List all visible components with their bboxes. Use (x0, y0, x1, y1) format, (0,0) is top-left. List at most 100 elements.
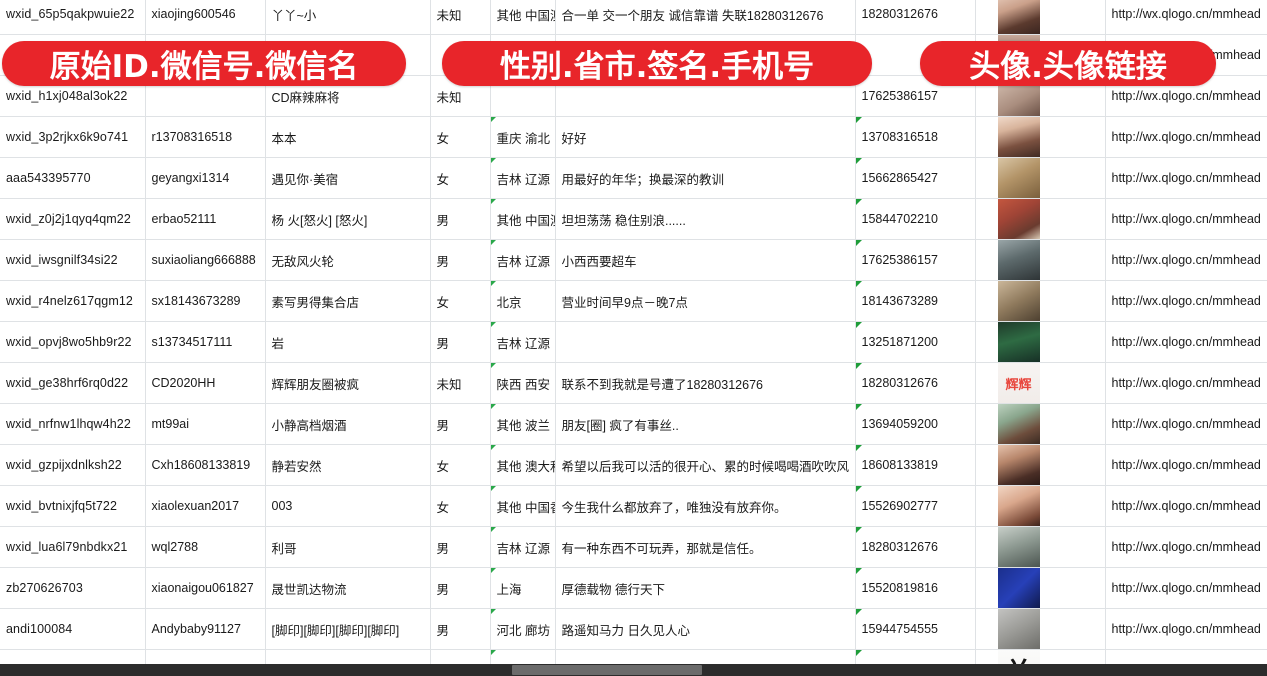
cell-avatar[interactable] (975, 608, 1106, 650)
cell-wechat-name[interactable]: 静若安然 (265, 444, 431, 486)
cell-phone[interactable]: 13708316518 (855, 116, 976, 158)
cell-avatar[interactable] (975, 403, 1106, 445)
cell-phone[interactable]: 15944754555 (855, 608, 976, 650)
cell-wechat-id[interactable]: xiaonaigou061827 (145, 567, 266, 609)
cell-wechat-name[interactable]: 无敌风火轮 (265, 239, 431, 281)
cell-gender[interactable]: 男 (430, 403, 491, 445)
cell-wechat-id[interactable]: mt99ai (145, 403, 266, 445)
table-row[interactable]: aaa543395770 geyangxi1314 遇见你·美宿女吉林 辽源 用最好的… (0, 157, 1267, 199)
cell-wechat-name[interactable]: 杨 火[怒火] [怒火] (265, 198, 431, 240)
cell-avatar[interactable] (975, 116, 1106, 158)
table-row[interactable]: wxid_nrfnw1lhqw4h22 mt99ai 小静高档烟酒男其他 波兰 朋友[… (0, 403, 1267, 445)
cell-avatar[interactable] (975, 157, 1106, 199)
cell-avatar-url[interactable]: http://wx.qlogo.cn/mmhead (1105, 157, 1267, 199)
cell-avatar-url[interactable]: http://wx.qlogo.cn/mmhead (1105, 321, 1267, 363)
horizontal-scrollbar[interactable] (0, 664, 1267, 676)
cell-avatar[interactable] (975, 280, 1106, 322)
cell-phone[interactable]: 15844702210 (855, 198, 976, 240)
cell-original-id[interactable]: wxid_iwsgnilf34si22 (0, 239, 146, 281)
cell-wechat-name[interactable]: 素写男得集合店 (265, 280, 431, 322)
cell-phone[interactable]: 15662865427 (855, 157, 976, 199)
cell-phone[interactable]: 13251871200 (855, 321, 976, 363)
cell-signature[interactable]: 合一单 交一个朋友 诚信靠谱 失联18280312676 (555, 0, 856, 35)
cell-avatar[interactable]: 辉辉 (975, 362, 1106, 404)
cell-wechat-name[interactable]: [脚印][脚印][脚印][脚印] (265, 608, 431, 650)
cell-wechat-name[interactable]: 丫丫~小 (265, 0, 431, 35)
cell-gender[interactable]: 未知 (430, 75, 491, 117)
cell-phone[interactable]: 18280312676 (855, 362, 976, 404)
cell-original-id[interactable]: wxid_opvj8wo5hb9r22 (0, 321, 146, 363)
cell-signature[interactable]: 有一种东西不可玩弄，那就是信任。 (555, 526, 856, 568)
cell-original-id[interactable]: wxid_lua6l79nbdkx21 (0, 526, 146, 568)
cell-signature[interactable]: 坦坦荡荡 稳住别浪...... (555, 198, 856, 240)
cell-original-id[interactable]: wxid_r4nelz617qgm12 (0, 280, 146, 322)
cell-gender[interactable]: 男 (430, 321, 491, 363)
cell-wechat-id[interactable]: erbao52111 (145, 198, 266, 240)
cell-avatar-url[interactable]: http://wx.qlogo.cn/mmhead (1105, 0, 1267, 35)
cell-avatar-url[interactable]: http://wx.qlogo.cn/mmhead (1105, 485, 1267, 527)
cell-gender[interactable]: 女 (430, 280, 491, 322)
cell-gender[interactable]: 女 (430, 444, 491, 486)
cell-signature[interactable]: 希望以后我可以活的很开心、累的时候喝喝酒吹吹风 (555, 444, 856, 486)
cell-original-id[interactable]: wxid_bvtnixjfq5t722 (0, 485, 146, 527)
cell-gender[interactable]: 未知 (430, 362, 491, 404)
cell-avatar-url[interactable]: http://wx.qlogo.cn/mmhead (1105, 567, 1267, 609)
cell-wechat-name[interactable]: 岩 (265, 321, 431, 363)
cell-region[interactable]: 上海 (490, 567, 556, 609)
cell-wechat-id[interactable]: s13734517111 (145, 321, 266, 363)
cell-avatar[interactable] (975, 239, 1106, 281)
horizontal-scrollbar-thumb[interactable] (512, 665, 702, 675)
cell-gender[interactable]: 女 (430, 116, 491, 158)
cell-gender[interactable]: 女 (430, 157, 491, 199)
cell-gender[interactable]: 男 (430, 198, 491, 240)
table-row[interactable]: wxid_opvj8wo5hb9r22 s13734517111 岩男吉林 辽源 13… (0, 321, 1267, 363)
table-row[interactable]: wxid_iwsgnilf34si22 suxiaoliang666888 无敌风火… (0, 239, 1267, 281)
cell-region[interactable]: 其他 中国澳门 (490, 0, 556, 35)
table-row[interactable]: wxid_r4nelz617qgm12 sx18143673289 素写男得集合店女… (0, 280, 1267, 322)
cell-signature[interactable]: 小西西要超车 (555, 239, 856, 281)
cell-phone[interactable]: 15526902777 (855, 485, 976, 527)
cell-gender[interactable]: 女 (430, 485, 491, 527)
cell-region[interactable]: 其他 澳大利亚 (490, 444, 556, 486)
cell-signature[interactable]: 营业时间早9点－晚7点 (555, 280, 856, 322)
cell-wechat-name[interactable]: 遇见你·美宿 (265, 157, 431, 199)
table-row[interactable]: wxid_bvtnixjfq5t722 xiaolexuan2017 003 女其他 … (0, 485, 1267, 527)
cell-signature[interactable]: 朋友[圈] 疯了有事丝.. (555, 403, 856, 445)
cell-original-id[interactable]: wxid_gzpijxdnlksh22 (0, 444, 146, 486)
cell-wechat-name[interactable]: 本本 (265, 116, 431, 158)
cell-avatar-url[interactable]: http://wx.qlogo.cn/mmhead (1105, 608, 1267, 650)
cell-region[interactable]: 吉林 辽源 (490, 526, 556, 568)
table-row[interactable]: zb270626703 xiaonaigou061827 晟世凯达物流男上海 厚德载物… (0, 567, 1267, 609)
cell-original-id[interactable]: wxid_nrfnw1lhqw4h22 (0, 403, 146, 445)
cell-phone[interactable]: 18143673289 (855, 280, 976, 322)
cell-phone[interactable]: 15520819816 (855, 567, 976, 609)
cell-phone[interactable]: 17625386157 (855, 239, 976, 281)
cell-wechat-id[interactable]: Cxh18608133819 (145, 444, 266, 486)
cell-avatar-url[interactable]: http://wx.qlogo.cn/mmhead (1105, 444, 1267, 486)
cell-region[interactable]: 北京 (490, 280, 556, 322)
cell-wechat-name[interactable]: 辉辉朋友圈被疯 (265, 362, 431, 404)
cell-phone[interactable]: 18280312676 (855, 0, 976, 35)
cell-gender[interactable]: 男 (430, 239, 491, 281)
cell-avatar-url[interactable]: http://wx.qlogo.cn/mmhead (1105, 280, 1267, 322)
cell-region[interactable]: 重庆 渝北 (490, 116, 556, 158)
table-row[interactable]: wxid_lua6l79nbdkx21 wql2788 利哥男吉林 辽源 有一种东西不… (0, 526, 1267, 568)
cell-phone[interactable]: 18608133819 (855, 444, 976, 486)
cell-avatar[interactable] (975, 567, 1106, 609)
cell-avatar-url[interactable]: http://wx.qlogo.cn/mmhead (1105, 116, 1267, 158)
table-row[interactable]: wxid_65p5qakpwuie22 xiaojing600546 丫丫~小 未知其… (0, 0, 1267, 35)
cell-avatar-url[interactable]: http://wx.qlogo.cn/mmhead (1105, 198, 1267, 240)
table-row[interactable]: wxid_gzpijxdnlksh22 Cxh18608133819 静若安然女其他… (0, 444, 1267, 486)
cell-avatar-url[interactable]: http://wx.qlogo.cn/mmhead (1105, 403, 1267, 445)
cell-signature[interactable]: 好好 (555, 116, 856, 158)
cell-original-id[interactable]: wxid_3p2rjkx6k9o741 (0, 116, 146, 158)
cell-original-id[interactable]: wxid_ge38hrf6rq0d22 (0, 362, 146, 404)
cell-gender[interactable]: 男 (430, 567, 491, 609)
cell-avatar-url[interactable]: http://wx.qlogo.cn/mmhead (1105, 526, 1267, 568)
cell-avatar[interactable] (975, 444, 1106, 486)
cell-wechat-name[interactable]: 小静高档烟酒 (265, 403, 431, 445)
cell-avatar[interactable] (975, 0, 1106, 35)
cell-wechat-id[interactable]: r13708316518 (145, 116, 266, 158)
cell-avatar[interactable] (975, 485, 1106, 527)
